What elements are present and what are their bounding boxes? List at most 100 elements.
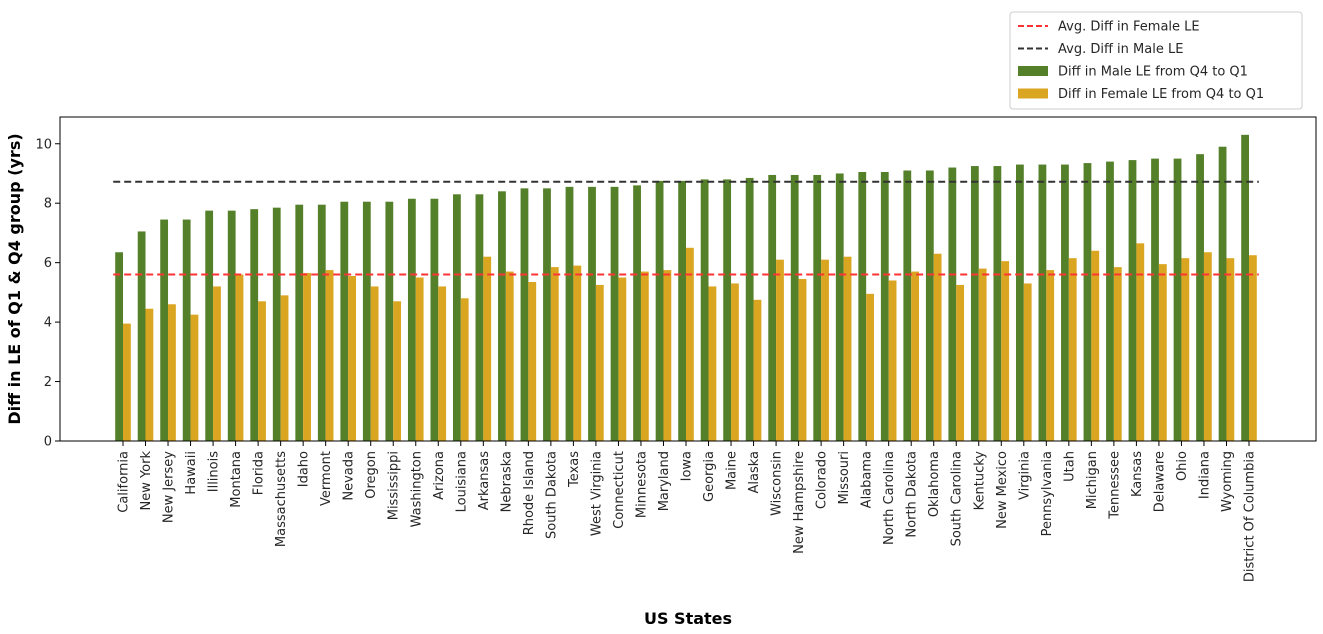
bar-male-alabama — [858, 171, 867, 441]
bar-male-nevada — [340, 201, 349, 441]
bar-female-new-hampshire — [798, 279, 807, 441]
bar-male-montana — [227, 210, 236, 441]
x-tick-label: Nevada — [342, 451, 357, 501]
bar-male-idaho — [295, 204, 304, 441]
x-tick-label: Minnesota — [634, 451, 649, 518]
x-tick-label: Alabama — [860, 451, 875, 508]
x-tick-label: Maine — [725, 451, 740, 490]
bar-male-new-mexico — [993, 166, 1002, 441]
bar-female-tennessee — [1113, 267, 1122, 441]
x-tick-label: District Of Columbia — [1243, 451, 1258, 582]
x-tick-label: South Carolina — [950, 451, 965, 546]
bar-female-florida — [258, 301, 266, 441]
bar-female-indiana — [1203, 252, 1212, 441]
bar-male-delaware — [1151, 158, 1159, 441]
legend: Avg. Diff in Female LE Avg. Diff in Male … — [1009, 11, 1303, 110]
x-tick-label: Washington — [409, 451, 424, 527]
x-tick-label: Vermont — [319, 451, 334, 506]
bar-male-virginia — [1016, 164, 1024, 441]
reference-lines-layer — [113, 180, 1259, 276]
legend-male-bars-swatch — [1018, 66, 1048, 76]
y-tick-label: 0 — [44, 435, 52, 450]
x-tick-label: Iowa — [680, 451, 695, 481]
bar-male-district-of-columbia — [1241, 134, 1249, 441]
bar-male-kentucky — [970, 166, 979, 441]
bar-male-washington — [407, 198, 416, 441]
bar-female-wisconsin — [776, 259, 784, 441]
bar-female-texas — [573, 265, 582, 441]
bar-male-new-hampshire — [790, 174, 799, 441]
bar-male-kansas — [1128, 160, 1137, 441]
x-tick-label: Texas — [567, 451, 582, 488]
bar-male-hawaii — [182, 219, 191, 441]
x-tick-label: Ohio — [1175, 451, 1190, 481]
x-tick-label: Arizona — [432, 451, 447, 500]
legend-avg-female-label: Avg. Diff in Female LE — [1058, 20, 1200, 35]
bar-male-missouri — [835, 173, 844, 442]
bar-female-new-mexico — [1001, 261, 1010, 441]
x-tick-label: Massachusetts — [274, 451, 289, 547]
x-tick-label: Maryland — [657, 451, 672, 511]
bar-female-delaware — [1158, 264, 1167, 441]
bar-female-louisiana — [460, 298, 469, 441]
x-tick-label: Louisiana — [454, 451, 469, 512]
bar-male-ohio — [1173, 158, 1182, 441]
x-tick-label: Utah — [1062, 451, 1077, 482]
bar-female-georgia — [708, 286, 717, 441]
x-tick-label: Michigan — [1085, 451, 1100, 509]
bar-male-oregon — [362, 201, 371, 441]
bar-male-oklahoma — [925, 170, 934, 442]
x-tick-label: Rhode Island — [522, 451, 537, 535]
bar-female-oklahoma — [933, 253, 942, 441]
x-tick-label: Florida — [252, 451, 267, 495]
bar-male-illinois — [205, 210, 214, 441]
bar-male-wisconsin — [768, 174, 777, 441]
bar-female-rhode-island — [528, 281, 537, 441]
bar-male-rhode-island — [520, 188, 529, 441]
bar-female-kansas — [1136, 243, 1145, 441]
x-tick-label: Idaho — [297, 451, 312, 487]
bar-male-colorado — [813, 174, 822, 441]
bars-layer — [115, 134, 1257, 442]
x-tick-label: Indiana — [1197, 451, 1212, 499]
x-tick-label: Georgia — [702, 451, 717, 502]
legend-avg-male-label: Avg. Diff in Male LE — [1058, 42, 1183, 57]
bar-male-vermont — [317, 204, 326, 441]
y-tick-label: 8 — [44, 197, 52, 212]
bar-male-mississippi — [385, 201, 394, 441]
bar-female-oregon — [370, 286, 379, 441]
bar-female-kentucky — [978, 268, 987, 441]
bar-female-alabama — [866, 293, 874, 441]
x-tick-label: Missouri — [837, 451, 852, 505]
x-tick-label: Kansas — [1130, 451, 1145, 497]
bar-male-texas — [565, 186, 574, 441]
plot-area-frame — [59, 116, 1317, 442]
x-tick-label: Connecticut — [612, 451, 627, 529]
bar-female-connecticut — [618, 277, 627, 441]
x-tick-label: New Hampshire — [792, 451, 807, 554]
bar-female-montana — [235, 274, 244, 441]
x-tick-label: Alaska — [747, 451, 762, 494]
bar-male-tennessee — [1106, 161, 1114, 441]
bar-female-iowa — [686, 247, 694, 441]
x-tick-label: New Jersey — [162, 451, 177, 523]
bar-male-massachusetts — [272, 207, 281, 441]
bar-female-hawaii — [190, 314, 199, 441]
x-tick-label: Hawaii — [184, 451, 199, 495]
bar-female-north-carolina — [888, 280, 897, 441]
x-tick-label: Delaware — [1152, 451, 1167, 512]
bar-male-new-york — [137, 231, 146, 441]
bar-female-south-dakota — [550, 267, 559, 441]
bar-male-maine — [723, 179, 732, 442]
x-tick-label: California — [117, 451, 132, 513]
bar-male-west-virginia — [588, 186, 596, 441]
bar-female-north-dakota — [911, 271, 919, 441]
bar-female-virginia — [1023, 283, 1032, 441]
bar-female-nebraska — [505, 271, 514, 441]
x-tick-label: Montana — [229, 451, 244, 508]
bar-female-alaska — [753, 299, 762, 441]
x-tick-label: South Dakota — [544, 451, 559, 539]
bar-female-vermont — [325, 270, 334, 441]
bar-male-wyoming — [1218, 146, 1227, 441]
bar-female-maryland — [663, 270, 672, 441]
